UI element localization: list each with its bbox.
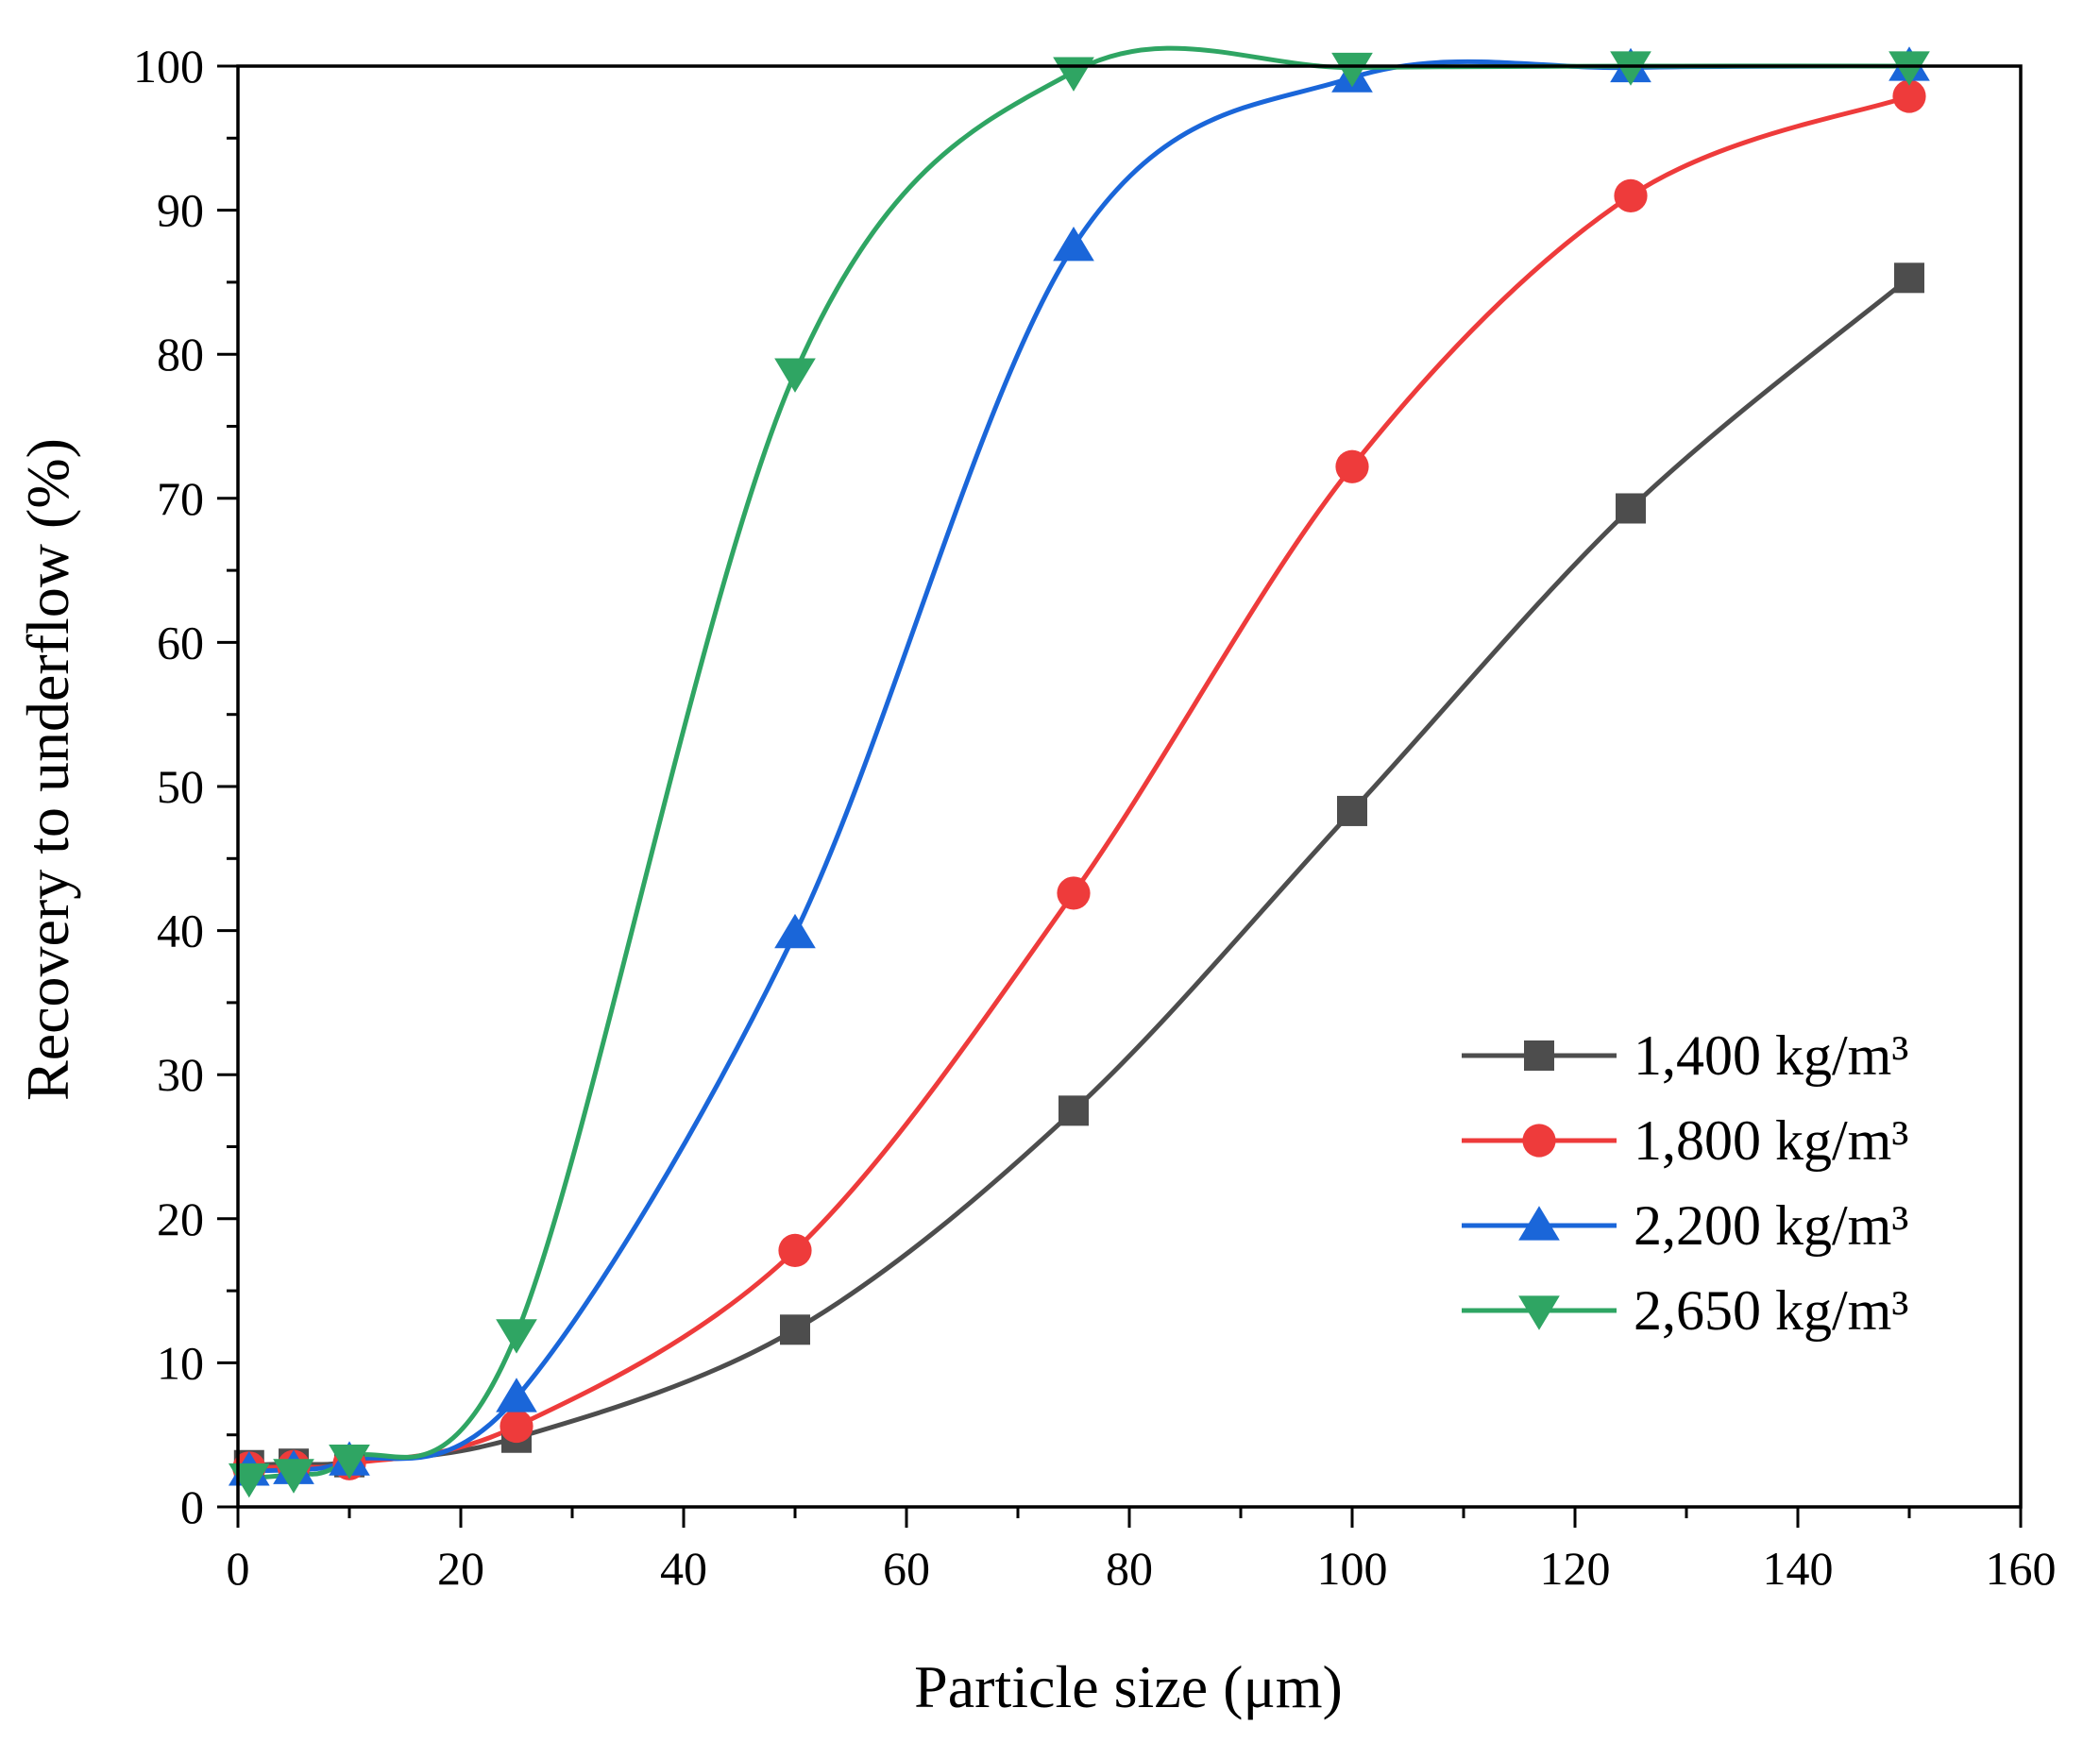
data-point-series-4	[1888, 51, 1930, 86]
series-line-3	[248, 59, 1910, 1474]
y-tick-label: 50	[157, 760, 204, 813]
x-tick-label: 100	[1317, 1542, 1388, 1595]
legend-marker-4	[1518, 1295, 1560, 1330]
x-tick-label: 120	[1540, 1542, 1611, 1595]
data-point-series-2	[778, 1233, 812, 1267]
data-point-series-1	[1894, 262, 1924, 294]
x-tick-label: 0	[227, 1542, 250, 1595]
y-tick-label: 30	[157, 1048, 204, 1101]
y-tick-label: 10	[157, 1336, 204, 1389]
data-point-series-3	[496, 1378, 537, 1412]
data-point-series-3	[774, 913, 816, 949]
data-point-series-1	[1337, 795, 1367, 826]
legend-label-4: 2,650 kg/m³	[1634, 1279, 1908, 1342]
legend-label-1: 1,400 kg/m³	[1634, 1024, 1908, 1087]
x-tick-label: 20	[437, 1542, 484, 1595]
data-point-series-1	[1058, 1095, 1089, 1126]
data-point-series-1	[780, 1314, 810, 1345]
legend-marker-1	[1524, 1040, 1554, 1071]
curves-layer	[248, 45, 1911, 1480]
series-line-4	[248, 45, 1910, 1480]
data-point-series-4	[273, 1459, 314, 1494]
data-point-series-2	[1335, 449, 1369, 483]
data-point-series-2	[1057, 876, 1091, 910]
legend-marker-2	[1522, 1124, 1556, 1158]
y-tick-label: 20	[157, 1192, 204, 1245]
markers-layer	[228, 46, 1930, 1498]
data-point-series-1	[1616, 493, 1646, 524]
series-line-2	[248, 93, 1910, 1471]
y-tick-label: 70	[157, 472, 204, 525]
data-point-series-4	[496, 1319, 537, 1354]
data-point-series-2	[1892, 79, 1926, 113]
x-tick-label: 160	[1986, 1542, 2057, 1595]
y-tick-label: 100	[133, 40, 204, 93]
y-tick-label: 80	[157, 328, 204, 381]
data-point-series-4	[329, 1445, 370, 1480]
data-point-series-3	[1053, 226, 1094, 262]
data-point-series-4	[1331, 52, 1373, 88]
legend-label-3: 2,200 kg/m³	[1634, 1194, 1908, 1257]
data-point-series-4	[1610, 51, 1651, 86]
ticks-layer: 0 20 40 60 80 100 120 140 160 0 10 20 30 40 50 60 70 80 90…	[133, 40, 2057, 1595]
y-tick-label: 40	[157, 905, 204, 957]
x-axis-title: Particle size (μm)	[914, 1653, 1343, 1720]
y-axis-title: Recovery to underflow (%)	[14, 438, 81, 1101]
data-point-series-2	[1614, 178, 1648, 212]
y-tick-label: 60	[157, 616, 204, 668]
data-point-series-4	[1053, 57, 1094, 92]
y-tick-label: 90	[157, 184, 204, 237]
legend: 1,400 kg/m³ 1,800 kg/m³ 2,200 kg/m³ 2,650 k…	[1462, 1024, 1908, 1342]
legend-marker-3	[1518, 1206, 1560, 1241]
y-tick-label: 0	[180, 1480, 204, 1533]
x-tick-label: 60	[883, 1542, 930, 1595]
legend-label-2: 1,800 kg/m³	[1634, 1109, 1908, 1172]
x-tick-label: 80	[1106, 1542, 1153, 1595]
x-tick-label: 140	[1763, 1542, 1834, 1595]
data-point-series-4	[774, 358, 816, 393]
data-point-series-2	[500, 1409, 533, 1444]
x-tick-label: 40	[660, 1542, 707, 1595]
